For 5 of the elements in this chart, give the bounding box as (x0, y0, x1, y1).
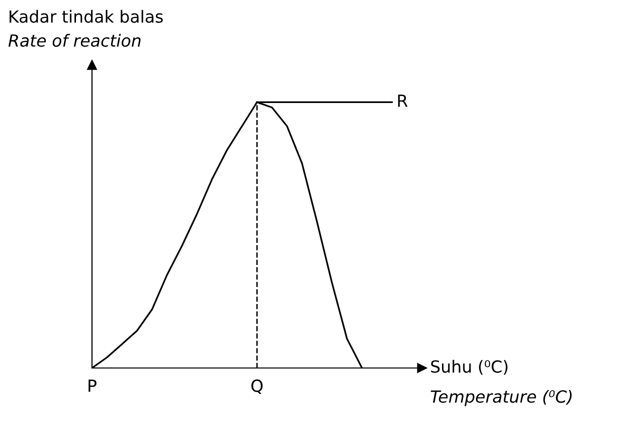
x-axis-title: Suhu (⁰C) Temperature (⁰C) (430, 360, 572, 406)
x-tick-label: Q (251, 379, 263, 394)
x-tick-label: P (88, 380, 96, 392)
series-label: R (398, 94, 408, 107)
y-axis-title: Kadar tindak balas Rate of reaction (8, 10, 163, 47)
